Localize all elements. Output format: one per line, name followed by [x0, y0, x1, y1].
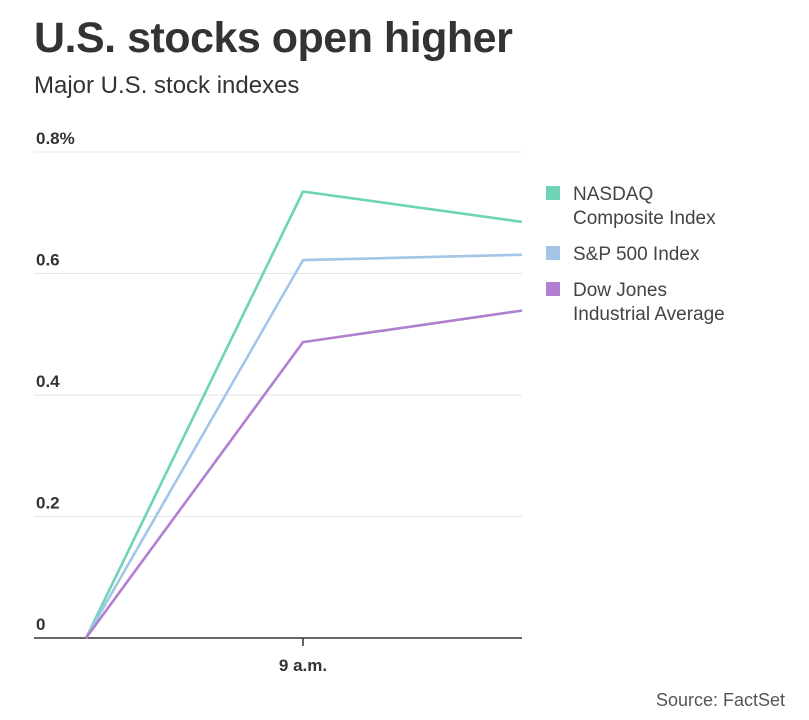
- legend-swatch: [546, 186, 560, 200]
- y-tick-label: 0.4: [36, 372, 60, 391]
- series-lines: [84, 190, 523, 639]
- chart-title: U.S. stocks open higher: [34, 14, 513, 62]
- series-line: [84, 190, 523, 639]
- legend-swatch: [546, 246, 560, 260]
- legend-label: NASDAQ: [573, 184, 653, 205]
- legend-label: Composite Index: [573, 208, 716, 229]
- y-tick-label: 0: [36, 615, 45, 634]
- legend-label: S&P 500 Index: [573, 244, 700, 265]
- chart-subtitle: Major U.S. stock indexes: [34, 72, 300, 99]
- gridlines: [34, 151, 522, 517]
- legend: NASDAQ Composite Index S&P 500 Index Dow Jo…: [546, 184, 725, 325]
- x-axis-ticks: 9 a.m.: [279, 638, 327, 675]
- x-tick-label: 9 a.m.: [279, 656, 327, 675]
- source-note: Source: FactSet: [655, 690, 785, 710]
- y-tick-label: 0.8%: [36, 129, 75, 148]
- series-line: [84, 309, 523, 639]
- y-axis-tick-labels: 0 0.2 0.4 0.6 0.8%: [36, 129, 75, 634]
- y-tick-label: 0.6: [36, 251, 60, 270]
- series-line: [84, 253, 523, 639]
- y-tick-label: 0.2: [36, 494, 60, 513]
- legend-label: Dow Jones: [573, 280, 667, 301]
- legend-swatch: [546, 282, 560, 296]
- legend-label: Industrial Average: [573, 304, 725, 325]
